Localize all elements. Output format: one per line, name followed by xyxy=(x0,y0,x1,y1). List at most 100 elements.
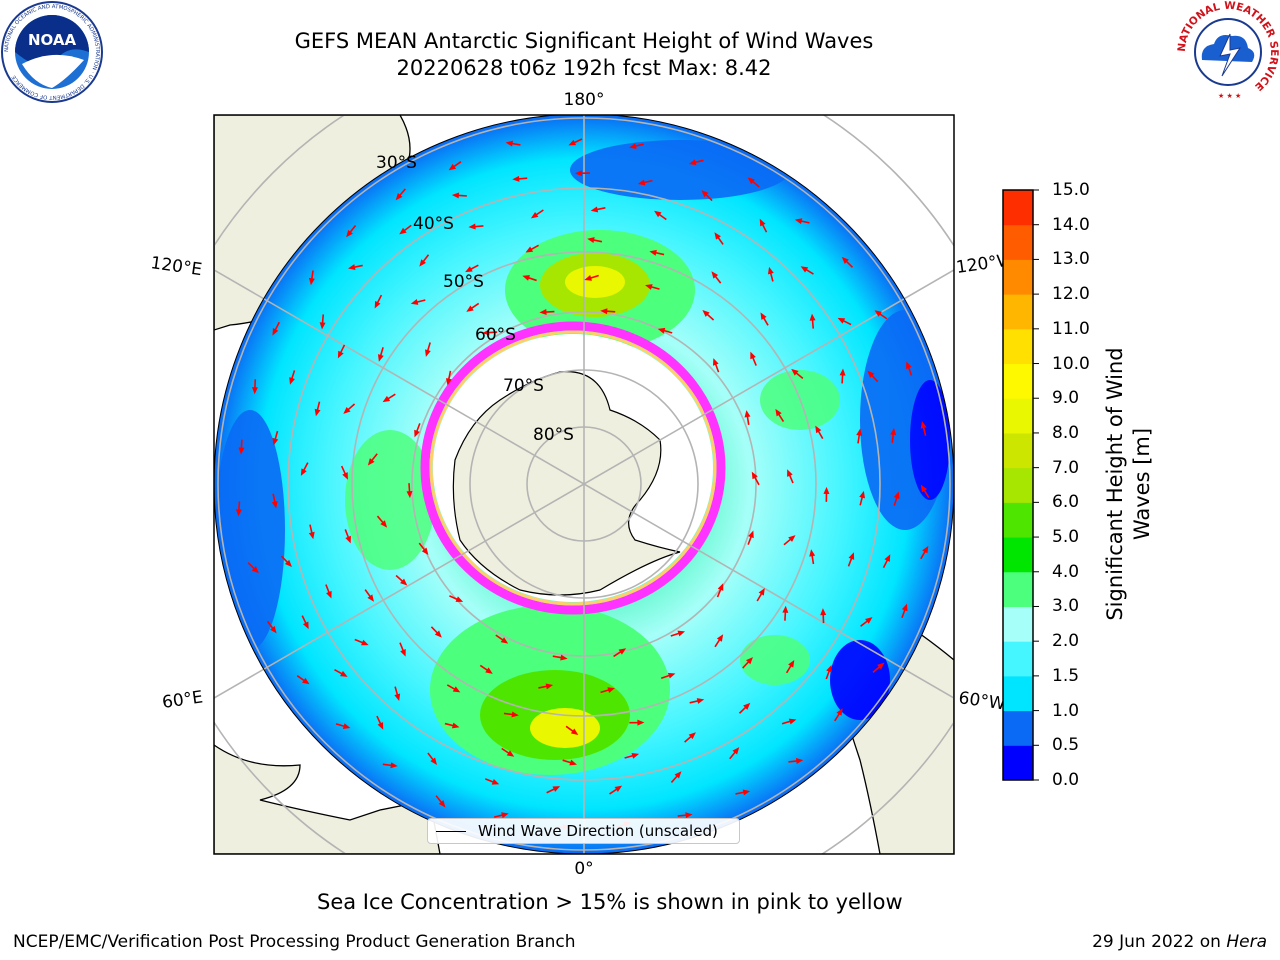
sea-ice-note: Sea Ice Concentration > 15% is shown in … xyxy=(317,890,903,914)
wind-arrow-head xyxy=(455,596,464,602)
wind-arrow-head xyxy=(745,657,753,665)
wind-arrow-head xyxy=(400,578,408,586)
wind-arrow-head xyxy=(815,425,822,434)
colorbar-bin xyxy=(1003,571,1033,607)
wind-arrow-head xyxy=(750,351,756,360)
wind-arrow-head xyxy=(302,621,309,630)
wind-arrow-head xyxy=(800,266,809,273)
colorbar-tick-label: 2.0 xyxy=(1052,631,1080,652)
wind-arrow-head xyxy=(701,190,709,198)
wind-arrow-head xyxy=(836,708,843,716)
wind-arrow-head xyxy=(501,812,509,819)
wind-arrows xyxy=(235,138,930,831)
legend-label: Wind Wave Direction (unscaled) xyxy=(478,822,718,840)
lon-label-120e: 120°E xyxy=(149,253,203,280)
graticule xyxy=(214,115,954,854)
wind-arrow-head xyxy=(788,535,796,542)
wind-arrow-head xyxy=(890,427,897,436)
wind-arrow-head xyxy=(342,472,348,480)
wind-arrow-head xyxy=(587,237,595,244)
wind-arrow-head xyxy=(345,535,351,544)
colorbar-tick-label: 7.0 xyxy=(1052,457,1080,478)
wind-arrow-head xyxy=(500,637,509,644)
colorbar-bin xyxy=(1003,710,1033,746)
colorbar-tick-label: 6.0 xyxy=(1052,492,1080,513)
wind-arrow-head xyxy=(674,771,682,779)
wind-arrow-head xyxy=(271,501,278,509)
colorbar-bin xyxy=(1003,398,1033,434)
wind-arrow-head xyxy=(877,662,885,670)
colorbar-tick-label: 0.0 xyxy=(1052,770,1080,790)
wind-arrow-head xyxy=(400,648,406,657)
lon-label-180: 180° xyxy=(564,90,605,110)
wind-arrow-head xyxy=(649,249,657,256)
wind-arrow-head xyxy=(856,428,863,436)
wind-arrow-head xyxy=(395,193,403,201)
wind-arrow-head xyxy=(545,683,554,690)
lon-label-60e: 60°E xyxy=(161,687,204,712)
nws-logo: NATIONAL WEATHER SERVICE ★ ★ ★ xyxy=(1176,0,1280,102)
wind-arrow-head xyxy=(751,471,758,480)
wind-arrow-head xyxy=(791,368,799,376)
wind-arrow-head xyxy=(300,468,307,476)
wind-arrow-head xyxy=(758,588,765,596)
wind-arrow-head xyxy=(530,211,539,219)
colorbar-bin xyxy=(1003,432,1033,469)
colorbar-tick-label: 11.0 xyxy=(1052,318,1090,339)
map-frame xyxy=(213,114,955,855)
footer-date: 29 Jun 2022 on Hera xyxy=(1092,932,1267,952)
wind-arrow-head xyxy=(637,179,646,186)
wind-arrow-head xyxy=(466,305,474,312)
wind-arrow-head xyxy=(346,229,353,238)
wind-arrow-head xyxy=(380,520,388,528)
colorbar-tick-label: 12.0 xyxy=(1052,284,1090,305)
colorbar-tick-label: 1.0 xyxy=(1052,700,1080,721)
colorbar-title: Significant Height of Wind Waves [m] xyxy=(1103,347,1154,621)
colorbar-bin xyxy=(1003,675,1033,712)
wind-arrow-head xyxy=(539,309,547,316)
wind-arrow-head xyxy=(284,559,292,567)
wind-arrow-head xyxy=(251,566,259,574)
wind-arrow-head xyxy=(438,800,446,808)
wind-arrow-head xyxy=(361,639,369,646)
colorbar-bin xyxy=(1003,745,1033,781)
wind-arrow-head xyxy=(837,317,846,324)
colorbar-tick-label: 1.5 xyxy=(1052,665,1080,686)
wind-arrow-head xyxy=(767,266,774,275)
wind-arrow-head xyxy=(485,667,493,674)
colorbar-tick-label: 14.0 xyxy=(1052,214,1090,235)
colorbar-bin xyxy=(1003,259,1033,295)
wind-arrow-head xyxy=(337,350,344,359)
colorbar xyxy=(1002,189,1039,781)
lat-label-30s: 30°S xyxy=(376,153,417,173)
wind-arrow-head xyxy=(600,308,608,315)
wind-arrow-head xyxy=(340,670,348,677)
wind-arrow-head xyxy=(410,299,419,305)
wind-arrow-head xyxy=(445,378,452,386)
noaa-logo-text: NOAA xyxy=(28,31,77,49)
map-subtitle: 20220628 t06z 192h fcst Max: 8.42 xyxy=(396,56,772,80)
wind-arrow-head xyxy=(775,408,782,417)
wind-arrow-head xyxy=(809,549,816,557)
wind-arrow-head xyxy=(367,458,375,466)
wind-arrow-head xyxy=(574,170,582,177)
wind-arrow-head xyxy=(491,778,500,785)
colorbar-tick-label: 3.0 xyxy=(1052,596,1080,617)
wind-arrow-head xyxy=(414,429,420,438)
wind-arrow-head xyxy=(238,447,245,455)
wind-arrow-head xyxy=(667,672,676,679)
high-wave-areas xyxy=(345,230,840,775)
colorbar-tick-label: 8.0 xyxy=(1052,422,1080,443)
wind-arrow-head xyxy=(251,387,258,395)
wind-arrow-head xyxy=(525,246,534,253)
wind-arrow-head xyxy=(696,698,705,704)
wind-arrow-head xyxy=(901,603,908,612)
wind-arrow-head xyxy=(922,545,929,554)
colorbar-bin xyxy=(1003,224,1033,260)
noaa-logo: NATIONAL OCEANIC AND ATMOSPHERIC ADMINIS… xyxy=(1,1,103,103)
wind-arrow-head xyxy=(614,785,623,793)
wind-arrow-head xyxy=(920,484,928,493)
wind-arrow-head xyxy=(787,469,793,477)
wind-arrow-head xyxy=(377,722,384,730)
